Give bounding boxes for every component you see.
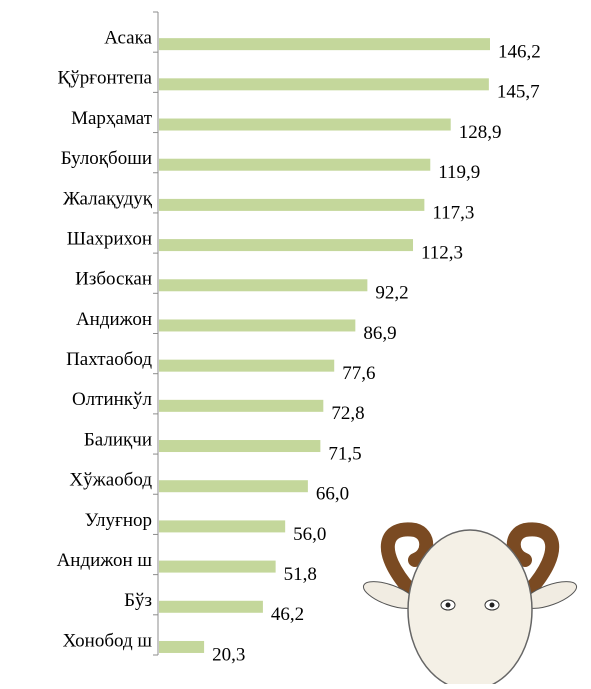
category-label: Асака	[104, 28, 152, 49]
category-label: Марҳамат	[71, 108, 153, 129]
value-label: 128,9	[459, 122, 502, 143]
bar	[159, 199, 424, 211]
category-label: Хонобод ш	[63, 630, 153, 651]
value-label: 119,9	[438, 162, 480, 183]
category-label: Олтинкўл	[72, 389, 153, 410]
value-label: 112,3	[421, 242, 463, 263]
category-label: Улуғнор	[85, 510, 152, 531]
value-label: 86,9	[363, 323, 396, 344]
bar	[159, 38, 490, 50]
value-label: 92,2	[375, 283, 408, 304]
bar	[159, 319, 355, 331]
value-label: 51,8	[284, 564, 317, 585]
category-label: Жалақудуқ	[63, 188, 153, 209]
page: {"chart_data": {"type": "bar", "orientat…	[0, 0, 591, 684]
value-label: 145,7	[497, 82, 540, 103]
value-label: 56,0	[293, 524, 326, 545]
bar	[159, 520, 285, 532]
category-label: Андижон ш	[57, 550, 153, 571]
value-label: 71,5	[328, 443, 361, 464]
category-label: Балиқчи	[84, 429, 152, 450]
bar	[159, 601, 263, 613]
bar	[159, 279, 367, 291]
value-label: 46,2	[271, 604, 304, 625]
category-label: Қўрғонтепа	[58, 68, 153, 89]
category-label: Булоқбоши	[61, 148, 152, 169]
chart: Асака 146,2 Қўрғонтепа 145,7 Марҳамат 128,9 Бу…	[0, 0, 591, 684]
bar	[159, 360, 334, 372]
bar	[159, 239, 413, 251]
value-label: 146,2	[498, 42, 541, 63]
category-label: Хўжаобод	[69, 470, 152, 491]
category-label: Пахтаобод	[66, 349, 152, 370]
value-label: 117,3	[432, 202, 474, 223]
category-label: Избоскан	[75, 269, 152, 290]
bar	[159, 480, 308, 492]
value-label: 72,8	[331, 403, 364, 424]
value-label: 20,3	[212, 644, 245, 665]
bar	[159, 119, 451, 131]
category-label: Шахрихон	[67, 228, 152, 249]
bar	[159, 78, 489, 90]
value-label: 77,6	[342, 363, 375, 384]
bar	[159, 400, 323, 412]
bar	[159, 440, 320, 452]
category-label: Андижон	[76, 309, 152, 330]
bar	[159, 641, 204, 653]
sheep-illustration	[360, 529, 579, 684]
bar	[159, 561, 276, 573]
value-label: 66,0	[316, 484, 349, 505]
category-label: Бўз	[124, 590, 152, 611]
bar	[159, 159, 430, 171]
